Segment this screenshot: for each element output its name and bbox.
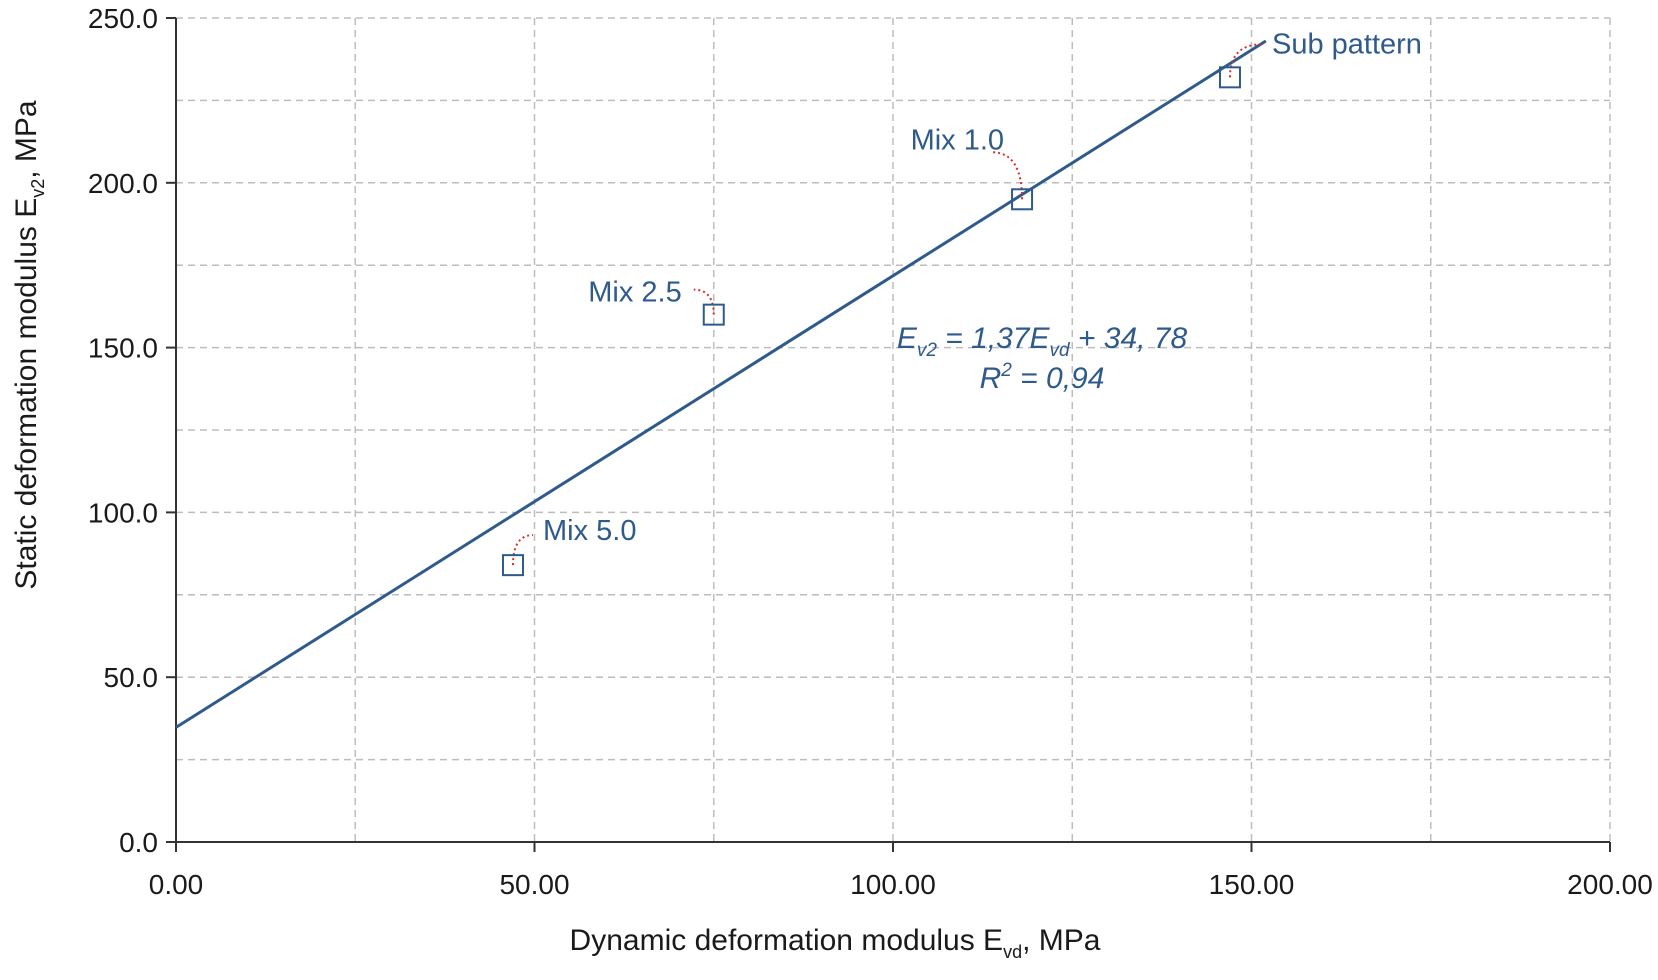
data-point-marker	[1218, 66, 1241, 89]
y-axis-ticks: 0.0 50.0 100.0 150.0 200.0 250.0	[88, 3, 176, 858]
data-points: Mix 5.0 Mix 2.5 Mix 1.0 Sub pattern	[501, 28, 1422, 577]
data-point-label: Mix 1.0	[911, 124, 1004, 156]
x-tick-label: 50.00	[499, 869, 569, 900]
leader-line	[1228, 43, 1262, 78]
grid	[176, 17, 1611, 842]
trendline-layer	[175, 39, 1267, 729]
leader-line	[992, 151, 1024, 200]
data-point-marker	[702, 303, 725, 326]
x-axis-title: Dynamic deformation modulus Evd, MPa	[570, 924, 1101, 962]
y-tick-label: 50.0	[104, 662, 159, 693]
y-tick-label: 0.0	[119, 827, 158, 858]
y-tick-label: 200.0	[88, 168, 158, 199]
data-point-label: Mix 2.5	[588, 277, 681, 309]
x-tick-label: 100.00	[850, 869, 936, 900]
x-tick-label: 150.00	[1209, 869, 1295, 900]
y-tick-label: 150.0	[88, 333, 158, 364]
data-point-label: Sub pattern	[1272, 28, 1422, 60]
data-point-marker	[1011, 188, 1034, 211]
r-squared: R2 = 0,94	[980, 360, 1105, 395]
regression-equation: Ev2 = 1,37Evd + 34, 78	[897, 322, 1188, 361]
x-axis-ticks: 0.00 50.00 100.00 150.00 200.00	[149, 842, 1653, 900]
y-axis-title: Static deformation modulus Ev2, MPa	[10, 100, 48, 590]
y-tick-label: 100.0	[88, 497, 158, 528]
x-tick-label: 200.00	[1567, 869, 1653, 900]
data-point-label: Mix 5.0	[543, 515, 636, 547]
y-tick-label: 250.0	[88, 3, 158, 34]
data-point-marker	[501, 554, 524, 577]
x-tick-label: 0.00	[149, 869, 204, 900]
trendline	[175, 39, 1267, 729]
